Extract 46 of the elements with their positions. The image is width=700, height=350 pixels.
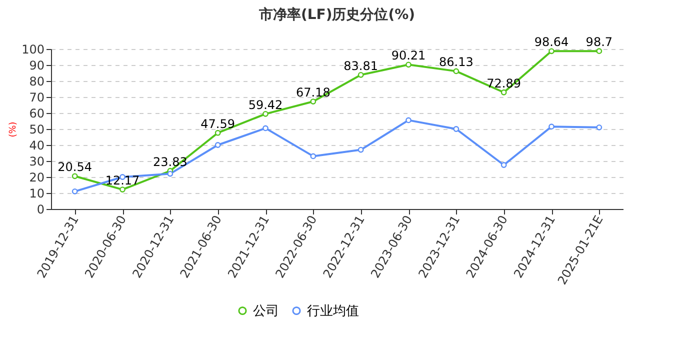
data-label: 20.54: [58, 160, 92, 174]
y-tick-label: 70: [29, 90, 44, 104]
point: [453, 126, 460, 132]
point: [214, 142, 221, 148]
point: [120, 186, 126, 192]
data-label: 86.13: [438, 55, 474, 70]
legend-label: 公司: [253, 304, 279, 319]
y-tick-label: 100: [22, 42, 44, 56]
point: [453, 68, 460, 74]
data-label: 98.7: [586, 35, 613, 50]
data-label: 90.21: [391, 48, 426, 63]
data-label: 83.81: [344, 58, 378, 73]
point: [596, 124, 602, 130]
point: [72, 188, 78, 194]
y-tick-label: 20: [29, 170, 44, 184]
point: [500, 162, 507, 168]
y-tick-label: 30: [29, 154, 44, 168]
point: [406, 117, 412, 124]
point: [500, 89, 507, 96]
point: [262, 125, 268, 132]
data-label: 47.59: [200, 116, 236, 131]
legend-label: 行业均值: [307, 304, 359, 319]
data-label: 59.42: [248, 98, 283, 112]
data-label: 98.64: [534, 35, 569, 50]
y-axis-title: (%): [8, 122, 19, 138]
point: [596, 48, 602, 54]
point: [358, 146, 364, 153]
y-tick-label: 80: [29, 74, 44, 88]
point: [310, 153, 316, 160]
point: [406, 62, 412, 68]
point: [72, 173, 78, 180]
point: [358, 72, 364, 78]
chart-title: 市净率(LF)历史分位(%): [258, 6, 416, 24]
y-tick-label: 40: [29, 138, 44, 152]
point: [214, 130, 221, 136]
y-tick-label: 50: [29, 122, 44, 136]
y-tick-label: 10: [29, 186, 44, 200]
y-tick-label: 60: [29, 106, 44, 120]
point: [262, 110, 268, 117]
point: [548, 124, 554, 130]
y-tick-label: 0: [36, 202, 44, 216]
data-label: 67.18: [296, 86, 330, 100]
y-tick-label: 90: [29, 58, 44, 72]
point: [167, 170, 174, 177]
point: [548, 48, 554, 54]
point: [310, 98, 316, 104]
